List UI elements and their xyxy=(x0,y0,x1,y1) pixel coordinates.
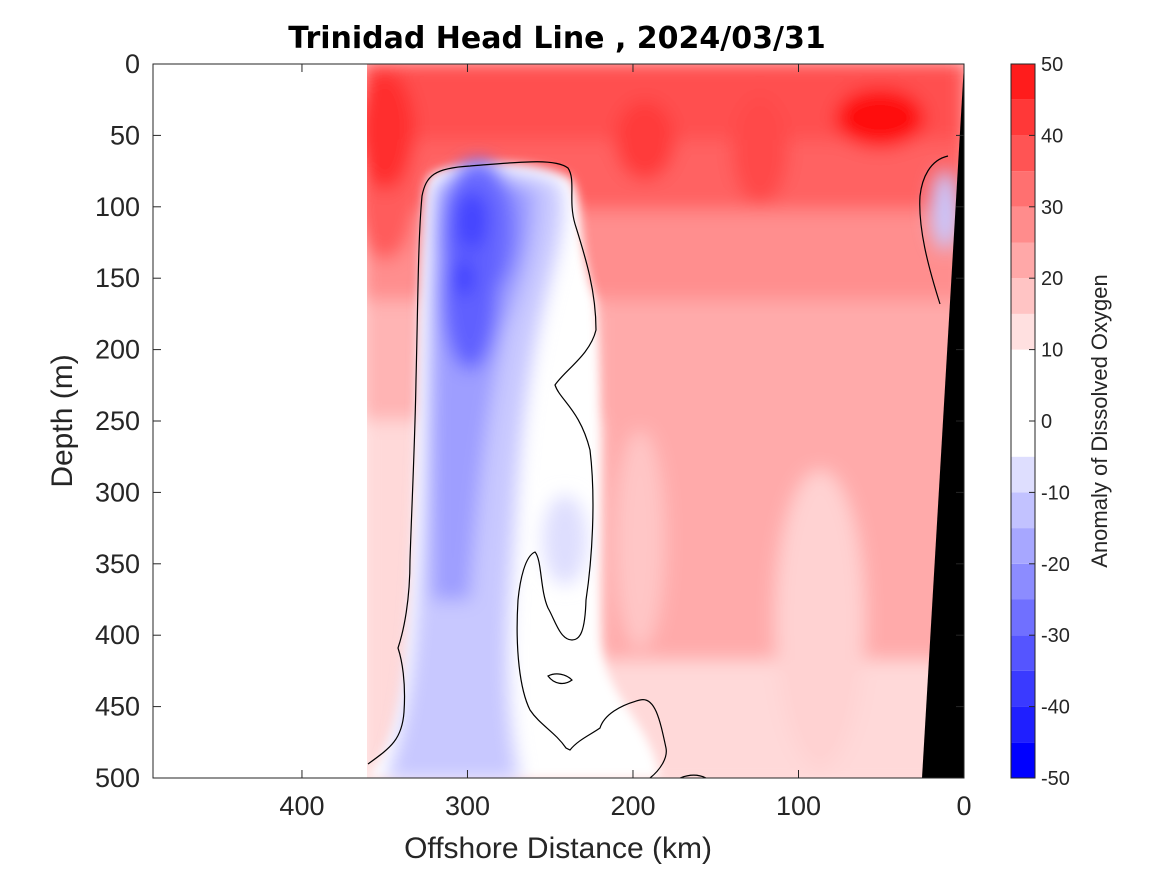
colorbar-swatch xyxy=(1011,528,1035,564)
colorbar-tick-label: -20 xyxy=(1041,554,1070,576)
y-tick-label: 0 xyxy=(125,49,140,79)
colorbar-tick-label: 0 xyxy=(1041,411,1052,433)
y-tick-label: 200 xyxy=(95,335,140,365)
colorbar-swatch xyxy=(1011,742,1035,778)
colorbar-swatch xyxy=(1011,670,1035,707)
y-tick-label: 150 xyxy=(95,263,140,293)
colorbar-swatch xyxy=(1011,99,1035,136)
colorbar-swatch xyxy=(1011,242,1035,279)
y-tick-label: 350 xyxy=(95,549,140,579)
colorbar-swatch xyxy=(1011,563,1035,600)
colorbar-swatch xyxy=(1011,171,1035,207)
colorbar-swatch xyxy=(1011,599,1035,636)
colorbar-tick-label: 30 xyxy=(1041,197,1063,219)
colorbar-swatch xyxy=(1011,492,1035,529)
y-tick-label: 250 xyxy=(95,406,140,436)
chart-title: Trinidad Head Line , 2024/03/31 xyxy=(288,21,825,56)
anomaly-field xyxy=(367,64,964,778)
x-axis-label: Offshore Distance (km) xyxy=(404,832,712,865)
y-axis: 0 50 100 150 200 250 300 350 400 450 500 xyxy=(95,49,964,793)
bathymetry xyxy=(922,64,964,778)
colorbar-swatch xyxy=(1011,635,1035,671)
colorbar-swatch xyxy=(1011,349,1035,386)
colorbar-swatch xyxy=(1011,64,1035,100)
colorbar-tick-label: 40 xyxy=(1041,125,1063,147)
colorbar: 50 40 30 20 10 0 -10 -20 -30 -40 -50 xyxy=(1010,54,1070,790)
x-tick-label: 400 xyxy=(279,791,324,821)
x-tick-label: 300 xyxy=(445,791,490,821)
x-tick-label: 0 xyxy=(956,791,971,821)
y-tick-label: 100 xyxy=(95,192,140,222)
y-tick-label: 400 xyxy=(95,620,140,650)
colorbar-tick-label: -30 xyxy=(1041,625,1070,647)
colorbar-swatch xyxy=(1011,278,1035,314)
colorbar-swatch xyxy=(1011,206,1035,243)
colorbar-tick-label: -10 xyxy=(1041,482,1070,504)
y-axis-label: Depth (m) xyxy=(46,354,79,487)
x-axis: 400 300 200 100 0 xyxy=(279,64,972,821)
x-tick-label: 200 xyxy=(610,791,655,821)
colorbar-swatch xyxy=(1011,706,1035,743)
colorbar-swatch xyxy=(1011,456,1035,493)
x-tick-label: 100 xyxy=(776,791,821,821)
colorbar-tick-label: 50 xyxy=(1041,54,1063,76)
colorbar-tick-label: -50 xyxy=(1041,768,1070,790)
colorbar-swatch xyxy=(1011,135,1035,172)
colorbar-tick-label: 10 xyxy=(1041,340,1063,362)
y-tick-label: 450 xyxy=(95,692,140,722)
y-tick-label: 50 xyxy=(110,120,140,150)
colorbar-tick-label: -40 xyxy=(1041,697,1070,719)
y-tick-label: 500 xyxy=(95,763,140,793)
colorbar-tick-label: 20 xyxy=(1041,268,1063,290)
y-tick-label: 300 xyxy=(95,477,140,507)
colorbar-swatch xyxy=(1011,313,1035,350)
plot-area xyxy=(153,64,964,778)
colorbar-label: Anomaly of Dissolved Oxygen xyxy=(1087,274,1112,567)
